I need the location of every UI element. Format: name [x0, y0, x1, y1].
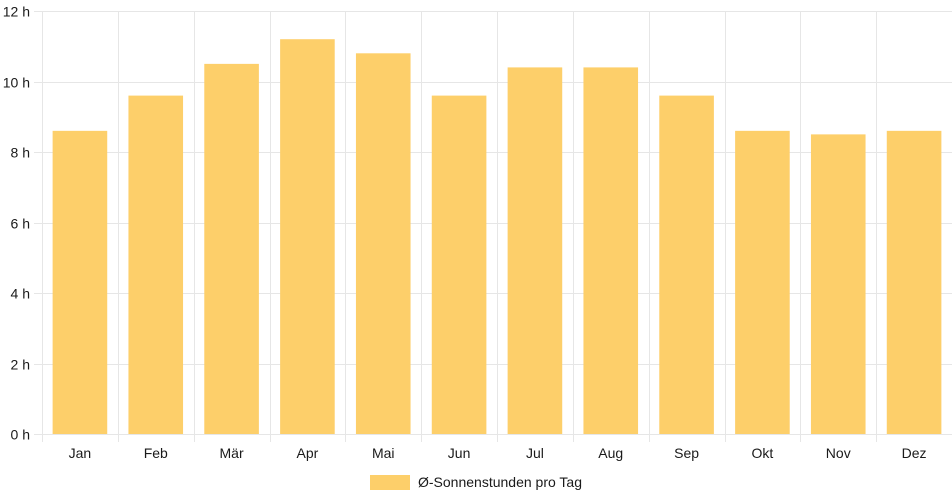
x-tick-label: Mär — [220, 445, 244, 461]
x-axis-ticks: Jan Feb Mär Apr Mai Jun Jul Aug Sep Okt Nov Dez — [69, 445, 927, 461]
x-tick-label: Feb — [144, 445, 168, 461]
legend[interactable]: Ø-Sonnenstunden pro Tag — [370, 473, 582, 491]
grid-lines — [34, 11, 952, 442]
bar — [431, 95, 487, 434]
x-tick-label: Nov — [826, 445, 851, 461]
x-tick-label: Dez — [902, 445, 927, 461]
y-tick-label: 10 h — [3, 75, 30, 91]
y-tick-label: 8 h — [11, 145, 30, 161]
x-tick-label: Jul — [526, 445, 544, 461]
legend-label: Ø-Sonnenstunden pro Tag — [418, 474, 582, 490]
legend-swatch — [370, 474, 410, 490]
bar — [659, 95, 714, 434]
bars — [52, 39, 942, 435]
y-tick-label: 2 h — [11, 357, 30, 373]
x-tick-label: Jan — [69, 445, 92, 461]
bar — [886, 130, 942, 434]
y-tick-label: 12 h — [3, 4, 30, 20]
y-tick-label: 6 h — [11, 216, 30, 232]
bar — [128, 95, 184, 434]
bar — [52, 130, 108, 434]
bar — [810, 134, 866, 434]
y-axis-ticks: 0 h 2 h 4 h 6 h 8 h 10 h 12 h — [3, 4, 30, 443]
bar — [204, 63, 259, 434]
x-tick-label: Aug — [598, 445, 623, 461]
bar — [355, 53, 411, 435]
x-tick-label: Mai — [372, 445, 395, 461]
x-tick-label: Jun — [448, 445, 471, 461]
bar — [735, 130, 790, 434]
y-tick-label: 4 h — [11, 286, 30, 302]
x-tick-label: Apr — [297, 445, 319, 461]
bar — [507, 67, 563, 435]
x-tick-label: Okt — [752, 445, 774, 461]
y-tick-label: 0 h — [11, 427, 30, 443]
bar — [583, 67, 639, 435]
bar-chart: 0 h2 h4 h6 h8 h10 h12 h Jan Feb Mär Apr Mai J… — [3, 4, 952, 461]
x-tick-label: Sep — [674, 445, 699, 461]
bar — [280, 39, 335, 434]
